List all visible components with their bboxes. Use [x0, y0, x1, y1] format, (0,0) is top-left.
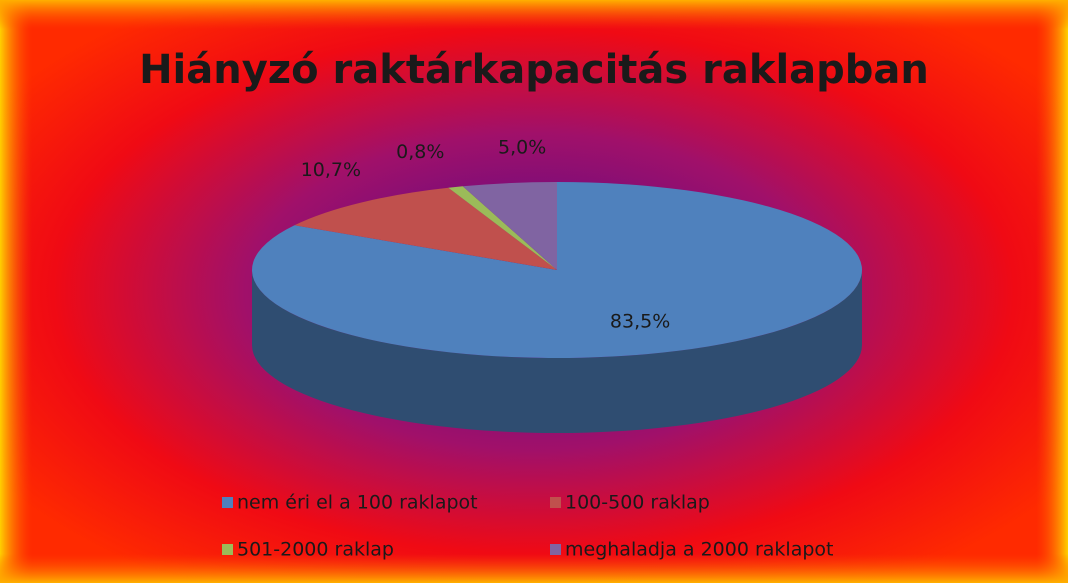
- data-label: 0,8%: [396, 141, 444, 163]
- chart-title: Hiányzó raktárkapacitás raklapban: [139, 47, 929, 93]
- pie-slice-side: [252, 270, 862, 433]
- legend-swatch: [550, 544, 561, 555]
- legend-label: meghaladja a 2000 raklapot: [565, 539, 833, 561]
- legend-swatch: [222, 497, 233, 508]
- pie-slice: [448, 186, 557, 270]
- legend-swatch: [222, 544, 233, 555]
- legend-label: 501-2000 raklap: [237, 539, 394, 561]
- data-label: 83,5%: [610, 311, 670, 333]
- data-label: 5,0%: [498, 137, 546, 159]
- legend-label: 100-500 raklap: [565, 492, 710, 514]
- legend-swatch: [550, 497, 561, 508]
- pie-slice: [462, 182, 557, 270]
- data-label: 10,7%: [301, 159, 361, 181]
- legend-label: nem éri el a 100 raklapot: [237, 492, 478, 514]
- pie-slice: [294, 187, 557, 270]
